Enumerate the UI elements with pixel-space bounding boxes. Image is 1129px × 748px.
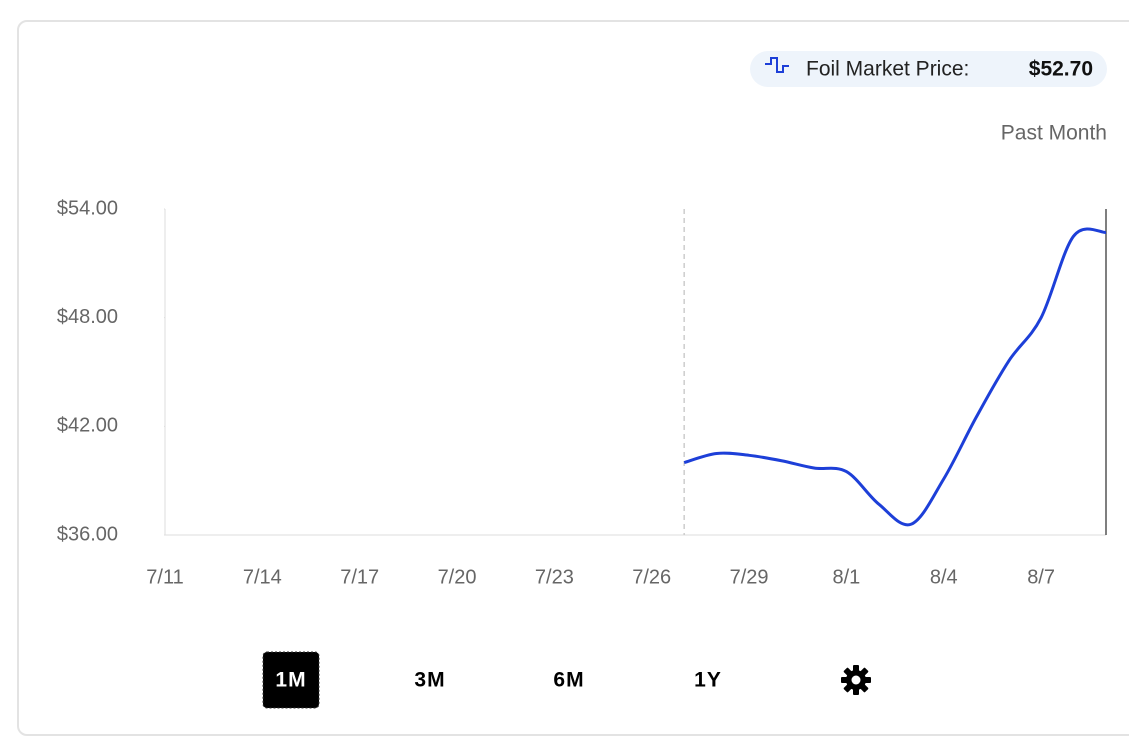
period-label: Past Month (1001, 122, 1107, 145)
range-button-bg (262, 651, 320, 709)
x-tick-label: 7/14 (243, 566, 282, 588)
x-tick-label: 8/7 (1027, 566, 1055, 588)
range-button[interactable]: 1M (262, 651, 320, 709)
range-button-label: 1M (275, 669, 306, 692)
price-line (683, 227, 1107, 527)
x-tick-label: 7/23 (535, 566, 574, 588)
x-tick-label: 7/29 (730, 566, 769, 588)
range-button-label: 6M (553, 669, 584, 692)
x-tick-label: 7/11 (146, 566, 183, 588)
range-button[interactable]: 1Y (694, 669, 722, 692)
legend-icon (765, 57, 789, 73)
legend-pill (750, 51, 1107, 87)
range-button-label: 1Y (694, 669, 722, 692)
y-tick-label: $36.00 (57, 523, 118, 545)
x-tick-label: 7/17 (340, 566, 379, 588)
range-button[interactable]: 6M (553, 669, 584, 692)
y-tick-label: $54.00 (57, 197, 118, 219)
market-price: $52.70 (1029, 58, 1093, 81)
settings-button[interactable] (841, 665, 871, 695)
x-tick-label: 8/4 (930, 566, 958, 588)
x-tick-label: 8/1 (833, 566, 861, 588)
card (17, 20, 1129, 736)
x-tick-label: 7/20 (438, 566, 477, 588)
range-button-label: 3M (414, 669, 445, 692)
x-tick-label: 7/26 (632, 566, 671, 588)
y-tick-label: $48.00 (57, 306, 118, 328)
range-button[interactable]: 3M (414, 669, 445, 692)
y-tick-label: $42.00 (57, 415, 118, 437)
legend-label: Foil Market Price: (806, 58, 969, 81)
